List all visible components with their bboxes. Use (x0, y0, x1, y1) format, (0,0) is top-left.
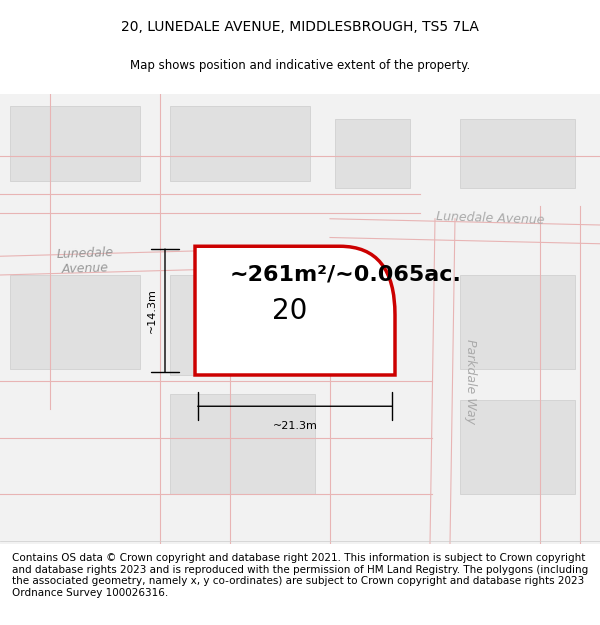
Text: ~14.3m: ~14.3m (147, 288, 157, 333)
Bar (460, 119, 575, 188)
Text: Parkdale Way: Parkdale Way (464, 339, 476, 424)
PathPatch shape (195, 246, 395, 375)
Text: ~261m²/~0.065ac.: ~261m²/~0.065ac. (230, 265, 462, 285)
Bar (460, 275, 575, 369)
Text: Lunedale
Avenue: Lunedale Avenue (56, 246, 114, 276)
Bar (460, 400, 575, 494)
Text: 20: 20 (272, 297, 308, 324)
Bar (170, 106, 310, 181)
Bar (215, 262, 370, 350)
Text: Map shows position and indicative extent of the property.: Map shows position and indicative extent… (130, 59, 470, 72)
Bar (335, 119, 410, 188)
Text: ~21.3m: ~21.3m (272, 421, 317, 431)
Bar (170, 394, 315, 494)
Bar (10, 106, 140, 181)
Text: Contains OS data © Crown copyright and database right 2021. This information is : Contains OS data © Crown copyright and d… (12, 553, 588, 598)
Text: 20, LUNEDALE AVENUE, MIDDLESBROUGH, TS5 7LA: 20, LUNEDALE AVENUE, MIDDLESBROUGH, TS5 … (121, 20, 479, 34)
Text: Lunedale Avenue: Lunedale Avenue (436, 211, 544, 227)
Bar (10, 275, 140, 369)
Bar (170, 275, 315, 375)
